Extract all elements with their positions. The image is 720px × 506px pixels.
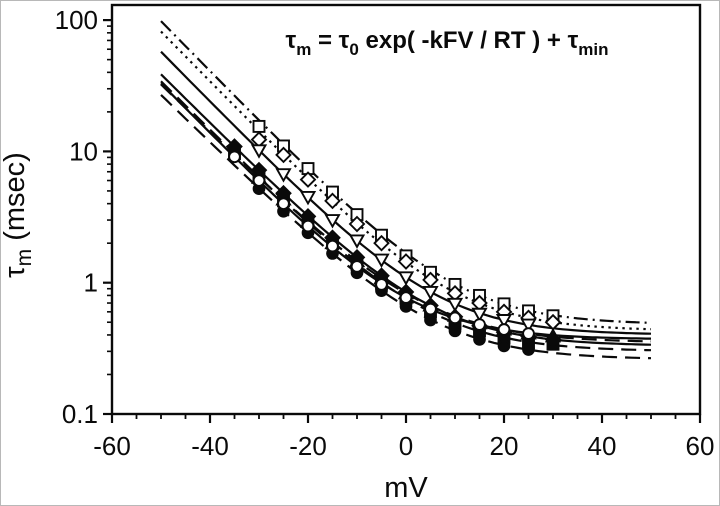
marker-open-circle: [448, 311, 462, 325]
marker-open-diamond: [275, 146, 292, 164]
marker-open-diamond: [299, 171, 317, 188]
marker-open-triangle-down: [495, 314, 513, 329]
marker-open-triangle-down: [373, 253, 390, 269]
marker-open-triangle-down: [520, 318, 537, 333]
marker-open-circle: [424, 302, 437, 316]
y-tick-label: 100: [55, 5, 98, 35]
marker-filled-circle: [448, 324, 462, 338]
x-tick-label: -60: [93, 431, 131, 461]
marker-filled-circle: [473, 333, 486, 346]
marker-filled-circle: [522, 343, 535, 356]
x-axis-label: mV: [384, 472, 428, 504]
marker-open-diamond: [373, 234, 390, 252]
marker-open-circle: [277, 197, 290, 210]
marker-open-square: [252, 119, 266, 133]
x-tick-label: -20: [289, 431, 327, 461]
marker-filled-triangle-up: [544, 327, 562, 343]
y-tick-label: 1: [84, 268, 98, 298]
marker-open-triangle-down: [299, 190, 317, 206]
marker-open-circle: [350, 260, 364, 273]
marker-open-diamond: [348, 215, 366, 233]
marker-filled-circle: [424, 313, 437, 327]
marker-open-triangle-down: [250, 144, 268, 159]
marker-open-triangle-down: [397, 271, 415, 286]
marker-open-triangle-down: [324, 214, 341, 229]
y-tick-label: 10: [69, 136, 98, 166]
marker-filled-circle: [497, 339, 511, 353]
marker-open-circle: [399, 291, 413, 304]
marker-open-diamond: [324, 192, 341, 210]
marker-open-circle: [522, 327, 535, 340]
x-tick-label: 40: [588, 431, 617, 461]
y-tick-label: 0.1: [62, 399, 98, 429]
marker-open-circle: [473, 318, 486, 331]
y-axis-label: τm (msec): [0, 152, 36, 278]
x-tick-label: 20: [490, 431, 519, 461]
marker-open-triangle-down: [348, 234, 366, 249]
fit-curve-open-square: [160, 20, 652, 324]
marker-open-circle: [326, 239, 339, 253]
marker-open-circle: [497, 323, 511, 336]
x-tick-label: 60: [686, 431, 715, 461]
marker-open-triangle-down: [471, 307, 488, 323]
marker-open-diamond: [544, 313, 562, 331]
plot-frame: [110, 3, 702, 416]
marker-open-diamond: [397, 253, 415, 270]
x-tick-label: 0: [399, 431, 413, 461]
marker-open-triangle-down: [446, 297, 464, 313]
marker-open-triangle-down: [422, 286, 439, 301]
marker-open-circle: [228, 150, 241, 164]
x-tick-label: -40: [191, 431, 229, 461]
equation: τm = τ0 exp( -kFV / RT ) + τmin: [285, 27, 608, 59]
marker-open-circle: [301, 219, 315, 233]
marker-open-circle: [252, 174, 266, 187]
marker-open-triangle-down: [275, 168, 292, 183]
marker-open-circle: [375, 278, 388, 291]
